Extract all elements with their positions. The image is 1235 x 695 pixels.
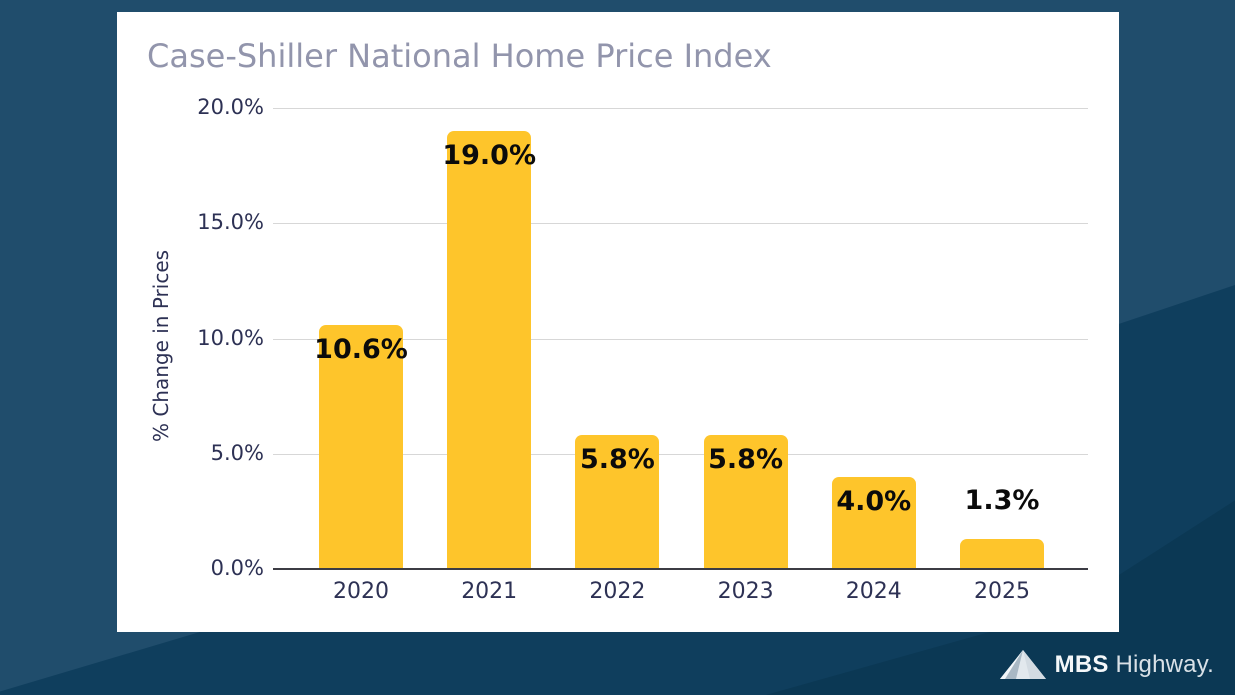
x-tick-label: 2020 (333, 579, 389, 604)
y-tick-label: 0.0% (210, 556, 264, 581)
x-tick-label: 2021 (461, 579, 518, 604)
y-axis-title: % Change in Prices (149, 249, 173, 443)
gridline (273, 338, 1088, 340)
logo-text: MBS Highway. (1055, 651, 1214, 679)
mbs-highway-logo: MBS Highway. (999, 650, 1214, 679)
bar (960, 539, 1044, 569)
logo-text-mbs: MBS (1054, 650, 1109, 678)
x-tick-label: 2025 (974, 579, 1030, 604)
gridline (273, 223, 1088, 225)
bar-value-label: 5.8% (579, 444, 655, 476)
bar (447, 131, 532, 569)
bar-value-label: 10.6% (314, 333, 408, 365)
x-axis-line (273, 568, 1088, 570)
gridline (273, 453, 1088, 455)
bar (831, 476, 916, 569)
bar-value-label: 1.3% (964, 485, 1040, 517)
bar-value-label: 19.0% (442, 140, 537, 172)
x-tick-label: 2022 (589, 579, 646, 604)
bar (703, 435, 788, 569)
x-tick-label: 2024 (845, 579, 902, 604)
bar-value-label: 4.0% (836, 485, 912, 517)
gridline (273, 108, 1088, 109)
chart-title: Case-Shiller National Home Price Index (147, 37, 772, 75)
x-tick-label: 2023 (717, 579, 774, 604)
y-tick-label: 5.0% (210, 440, 264, 465)
bar (319, 324, 403, 569)
chart-card: Case-Shiller National Home Price Index %… (117, 12, 1119, 632)
plot-area: 0.0% 5.0% 10.0% 15.0% 20.0% 10.6% 2020 19.0% 202… (197, 95, 1088, 604)
logo-text-highway: Highway. (1115, 650, 1214, 678)
bar-value-label: 5.8% (708, 444, 784, 476)
y-tick-label: 20.0% (197, 95, 264, 120)
bar (575, 435, 660, 569)
y-tick-label: 15.0% (197, 210, 264, 235)
y-tick-label: 10.0% (197, 325, 264, 350)
mountain-icon (999, 650, 1046, 679)
